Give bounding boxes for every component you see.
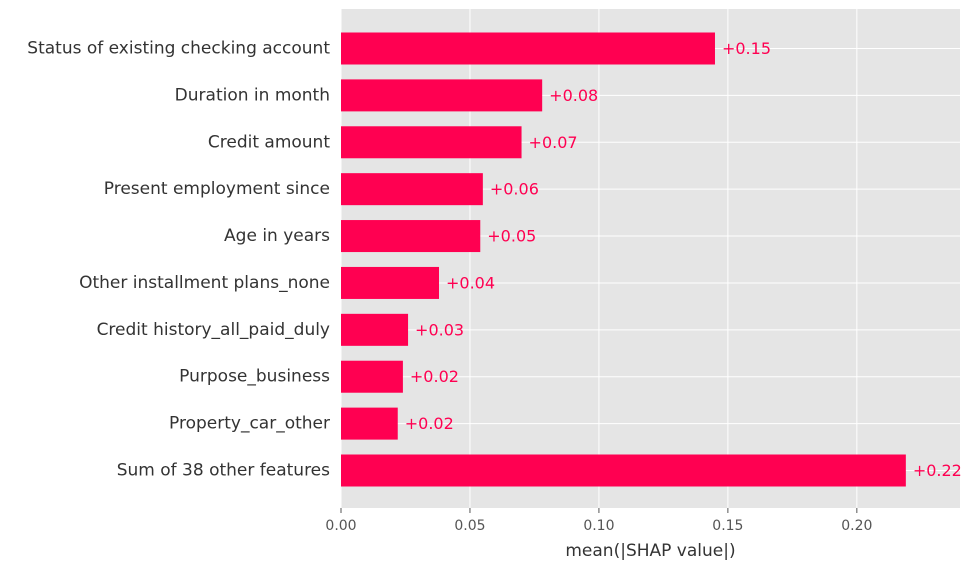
bar xyxy=(341,126,522,159)
category-label: Credit amount xyxy=(208,132,330,152)
bar xyxy=(341,360,403,393)
bars xyxy=(341,32,906,487)
category-label: Sum of 38 other features xyxy=(117,461,330,481)
x-tick-label: 0.00 xyxy=(325,518,356,534)
category-label: Purpose_business xyxy=(179,367,330,387)
value-label: +0.08 xyxy=(549,86,598,105)
bar xyxy=(341,407,398,440)
category-label: Present employment since xyxy=(104,179,330,199)
bar xyxy=(341,173,483,206)
bar xyxy=(341,454,906,487)
value-labels: +0.15 +0.08 +0.07 +0.06 +0.05 +0.04 +0.03 +0.02… xyxy=(405,39,962,480)
x-tick-label: 0.10 xyxy=(583,518,614,534)
bar xyxy=(341,313,409,346)
bar xyxy=(341,266,440,299)
x-tick-label: 0.15 xyxy=(712,518,743,534)
value-label: +0.04 xyxy=(446,273,495,292)
value-label: +0.15 xyxy=(722,39,771,58)
bar xyxy=(341,32,715,65)
value-label: +0.03 xyxy=(415,320,464,339)
category-label: Duration in month xyxy=(175,85,330,105)
x-axis-label: mean(|SHAP value|) xyxy=(565,541,735,561)
value-label: +0.22 xyxy=(913,461,962,480)
value-label: +0.07 xyxy=(529,133,578,152)
category-label: Status of existing checking account xyxy=(27,39,330,59)
category-label: Credit history_all_paid_duly xyxy=(97,320,330,340)
category-label: Property_car_other xyxy=(169,414,330,434)
x-tick-label: 0.20 xyxy=(841,518,872,534)
category-labels: Status of existing checking account Durat… xyxy=(27,39,330,481)
x-tick-label: 0.05 xyxy=(454,518,485,534)
value-label: +0.05 xyxy=(487,227,536,246)
value-label: +0.02 xyxy=(410,367,459,386)
value-label: +0.02 xyxy=(405,414,454,433)
bar xyxy=(341,220,481,253)
category-label: Age in years xyxy=(224,226,330,246)
value-label: +0.06 xyxy=(490,180,539,199)
x-tick-labels: 0.00 0.05 0.10 0.15 0.20 xyxy=(325,508,872,534)
bar xyxy=(341,79,543,112)
category-label: Other installment plans_none xyxy=(79,273,330,293)
